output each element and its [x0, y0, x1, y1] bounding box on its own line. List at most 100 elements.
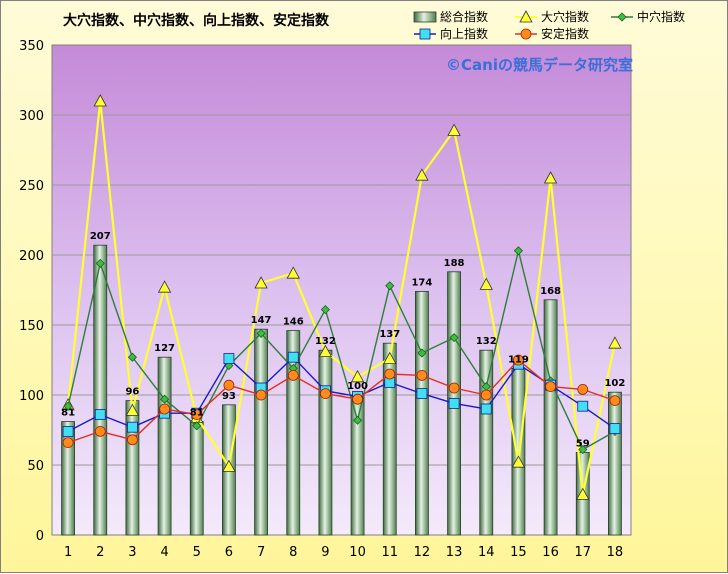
legend-marker-kojo: [419, 28, 431, 40]
y-tick-label: 50: [27, 459, 44, 474]
bar-data-label: 147: [251, 315, 272, 326]
bar-sogo: [382, 342, 397, 536]
x-tick-label: 18: [607, 545, 624, 560]
point-chuana: [385, 281, 395, 291]
point-kojo: [94, 409, 106, 421]
point-kojo: [127, 421, 138, 433]
bar-sogo: [125, 400, 140, 536]
bar-data-label: 81: [61, 408, 75, 419]
x-tick-label: 9: [321, 545, 329, 560]
point-daiana: [222, 459, 236, 472]
x-tick-label: 5: [193, 545, 201, 560]
point-antei: [609, 395, 621, 407]
bar-data-label: 93: [222, 391, 236, 402]
point-daiana: [415, 168, 429, 181]
bar-data-label: 100: [347, 381, 368, 392]
bar-sogo: [608, 391, 622, 536]
point-daiana: [511, 455, 526, 468]
legend-label-daiana: 大穴指数: [541, 9, 589, 24]
point-antei: [352, 393, 363, 405]
point-daiana: [125, 403, 140, 416]
x-tick-label: 1: [64, 545, 72, 560]
x-tick-label: 15: [510, 545, 527, 560]
point-daiana: [543, 171, 558, 184]
bar-sogo: [157, 356, 172, 536]
legend-marker-antei: [520, 28, 532, 40]
bar-data-label: 81: [190, 408, 204, 419]
point-kojo: [448, 397, 460, 409]
point-antei: [480, 389, 492, 401]
bar-data-label: 146: [283, 317, 304, 328]
point-antei: [191, 409, 203, 421]
point-daiana: [254, 276, 268, 289]
point-antei: [513, 354, 524, 366]
bar-data-label: 119: [508, 354, 529, 365]
legend-swatch-sogo: [413, 11, 437, 23]
y-tick-label: 150: [19, 319, 44, 334]
point-daiana: [93, 94, 107, 107]
point-daiana: [608, 336, 622, 349]
bar-sogo: [189, 421, 204, 536]
legend-label-kojo: 向上指数: [440, 26, 488, 41]
x-tick-label: 16: [542, 545, 559, 560]
point-antei: [223, 379, 235, 391]
x-tick-label: 2: [96, 545, 104, 560]
point-chuana: [127, 352, 137, 362]
point-chuana: [417, 348, 427, 358]
legend-marker-chuana: [617, 12, 627, 22]
legend-marker-daiana: [519, 10, 533, 23]
bar-sogo: [479, 349, 494, 536]
bar-sogo: [511, 367, 526, 536]
x-tick-label: 10: [349, 545, 366, 560]
bar-data-label: 102: [604, 378, 625, 389]
bar-data-label: 96: [125, 387, 139, 398]
bar-sogo: [318, 349, 333, 536]
bar-sogo: [543, 299, 558, 536]
x-tick-label: 8: [289, 545, 297, 560]
point-antei: [127, 434, 138, 446]
data-labels: 81 207 96 127 81 93 147 146 132 100 137 174 188 132 11…: [61, 231, 625, 449]
line-antei: [67, 359, 616, 444]
point-chuana: [513, 246, 523, 256]
point-antei: [545, 381, 556, 393]
point-antei: [384, 368, 396, 380]
point-kojo: [62, 425, 74, 437]
x-tick-label: 14: [478, 545, 495, 560]
point-daiana: [447, 123, 461, 136]
bar-data-label: 132: [315, 336, 336, 347]
y-tick-label: 100: [19, 389, 44, 404]
point-daiana: [286, 266, 300, 279]
x-tick-label: 17: [574, 545, 591, 560]
point-chuana: [63, 401, 73, 411]
point-antei: [159, 403, 170, 415]
bar-data-label: 59: [576, 438, 590, 449]
chart-title: 大穴指数、中穴指数、向上指数、安定指数: [63, 12, 330, 29]
bar-sogo: [93, 244, 108, 536]
point-daiana: [318, 344, 333, 358]
y-tick-label: 350: [19, 39, 44, 54]
y-tick-label: 250: [19, 179, 44, 194]
point-chuana: [256, 328, 266, 338]
line-series: [61, 94, 622, 500]
bar-data-label: 188: [444, 258, 465, 269]
legend-label-antei: 安定指数: [541, 26, 589, 41]
point-antei: [577, 383, 589, 395]
point-chuana: [160, 394, 170, 404]
bar-sogo: [61, 421, 75, 536]
point-chuana: [353, 415, 363, 425]
bar-sogo: [415, 290, 429, 536]
point-daiana: [350, 369, 365, 383]
point-antei: [94, 425, 106, 437]
point-chuana: [95, 258, 105, 268]
point-daiana: [576, 487, 590, 500]
x-tick-label: 7: [257, 545, 265, 560]
point-antei: [255, 389, 267, 401]
point-chuana: [578, 445, 588, 455]
y-tick-label: 200: [19, 249, 44, 264]
bar-sogo: [254, 328, 268, 536]
point-daiana: [383, 351, 397, 365]
